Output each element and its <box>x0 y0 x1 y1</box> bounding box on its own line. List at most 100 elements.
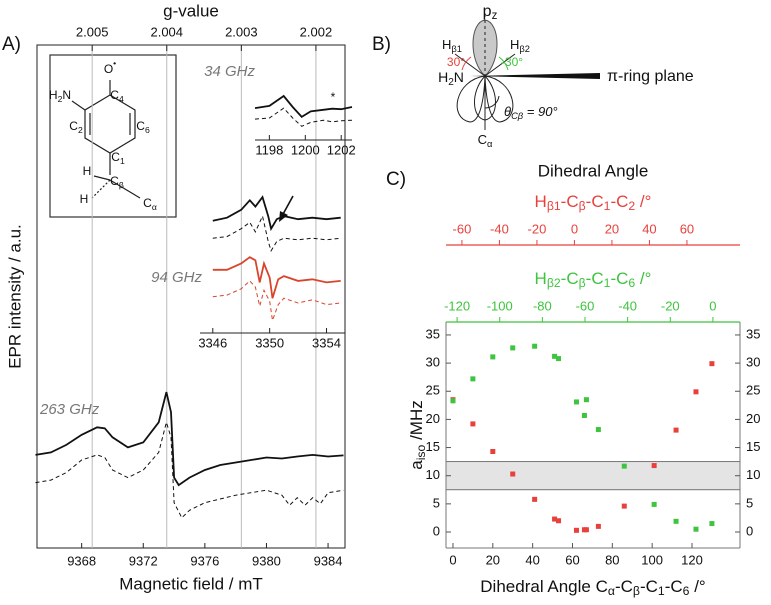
x-tick-label: 40 <box>525 552 539 567</box>
text-part: -C <box>610 192 628 211</box>
top-tick-label: 2.005 <box>76 24 109 39</box>
plot-frame <box>36 44 346 549</box>
text-part: -C <box>640 577 658 596</box>
data-point <box>450 398 456 404</box>
text-part: /MHz <box>407 400 426 444</box>
data-point <box>573 527 579 533</box>
text-part: p <box>483 3 492 20</box>
spectrum-line <box>212 214 341 253</box>
panel-label: C) <box>386 169 406 190</box>
text-part: H <box>49 88 58 102</box>
diagram-label: -30° <box>501 55 523 69</box>
top-tick-label: -20 <box>661 298 680 313</box>
x-tick-label: 0 <box>449 552 456 567</box>
data-point <box>552 353 558 359</box>
text-part: π-ring plane <box>607 68 694 85</box>
y-tick-label: 35 <box>426 326 440 341</box>
data-point <box>709 521 715 527</box>
top-tick-label: -60 <box>576 298 595 313</box>
data-point <box>673 518 679 524</box>
text-part: /° <box>689 577 705 596</box>
text-part: C <box>143 196 152 210</box>
lobe <box>456 75 486 123</box>
data-point <box>595 427 601 433</box>
atom-label: H2N <box>49 88 71 104</box>
shaded-band <box>445 461 741 491</box>
diagram-label: Cα <box>478 132 493 149</box>
text-part: β <box>579 276 586 290</box>
y-tick-label: 20 <box>426 411 440 426</box>
top-tick-label: -40 <box>618 298 637 313</box>
text-part: z <box>492 10 498 22</box>
x-tick-label: 9372 <box>129 553 158 568</box>
x-axis-label: Dihedral Angle Cα-Cβ-C1-C6 /° <box>480 577 705 598</box>
ring-plane <box>470 73 600 79</box>
bond <box>93 175 111 181</box>
text-part: H <box>510 37 519 52</box>
top-tick-label: 40 <box>642 221 656 236</box>
text-part: iso <box>414 444 428 460</box>
text-part: 6 <box>683 584 690 598</box>
spectrum-line <box>212 280 341 321</box>
spectrum-line <box>254 107 353 127</box>
top-tick-label: -80 <box>533 298 552 313</box>
x-axis-label: Magnetic field / mT <box>119 574 263 593</box>
text-part: H <box>80 192 89 206</box>
text-part: = 90° <box>523 104 557 119</box>
top-tick-label: 2.004 <box>150 24 183 39</box>
y-tick-label: 10 <box>426 467 440 482</box>
text-part: α <box>487 139 493 149</box>
diagram-label: Hβ1 <box>442 37 462 54</box>
data-point <box>556 518 562 524</box>
text-part: • <box>113 58 116 68</box>
top-axis-label: g-value <box>163 1 219 20</box>
text-part: H <box>535 192 547 211</box>
text-part: Dihedral Angle C <box>480 577 608 596</box>
top-tick-label: -40 <box>490 221 509 236</box>
y-tick-label: 5 <box>433 495 440 510</box>
text-part: β2 <box>547 276 561 290</box>
right-tick-label: 20 <box>746 411 760 426</box>
atom-label: H <box>80 192 89 206</box>
x-tick-label: 9384 <box>314 553 343 568</box>
atom-label: Cα <box>143 196 157 212</box>
lobe <box>484 75 514 123</box>
x-tick-label: 1202 <box>327 142 356 157</box>
x-tick-label: 1198 <box>255 142 283 157</box>
text-part: β1 <box>547 199 561 213</box>
top-tick-label: 0 <box>709 298 716 313</box>
text-part: 1 <box>604 276 611 290</box>
y-tick-label: 25 <box>426 383 440 398</box>
top-tick-label: -60 <box>453 221 472 236</box>
text-part: /° <box>635 192 651 211</box>
text-part: 2 <box>78 125 83 135</box>
text-part: θ <box>504 104 511 119</box>
top-axis-label: Hβ2-Cβ-C1-C6 /° <box>535 269 652 290</box>
orbital-diagram <box>454 14 600 130</box>
text-part: 1 <box>120 156 125 166</box>
text-part: C <box>110 88 119 102</box>
bond <box>454 53 486 77</box>
x-tick-label: 1200 <box>291 142 320 157</box>
text-part: β <box>579 199 586 213</box>
x-tick-label: 3346 <box>198 335 227 350</box>
atom-label: Cβ <box>110 174 124 190</box>
text-part: 1 <box>658 584 665 598</box>
atom-label: C2 <box>69 119 83 135</box>
data-point <box>573 399 579 405</box>
text-part: -C <box>561 192 579 211</box>
spectrum-line <box>254 94 353 119</box>
text-part: 6 <box>628 276 635 290</box>
data-point <box>510 345 516 351</box>
x-tick-label: 9380 <box>252 553 281 568</box>
y-tick-label: 15 <box>426 439 440 454</box>
text-part: -C <box>610 269 628 288</box>
bond <box>109 179 141 199</box>
text-part: β <box>633 584 640 598</box>
frequency-label: 34 GHz <box>204 63 255 80</box>
angle-arc <box>484 95 500 109</box>
text-part: N <box>454 69 464 85</box>
data-point <box>651 501 657 507</box>
text-part: -C <box>586 269 604 288</box>
